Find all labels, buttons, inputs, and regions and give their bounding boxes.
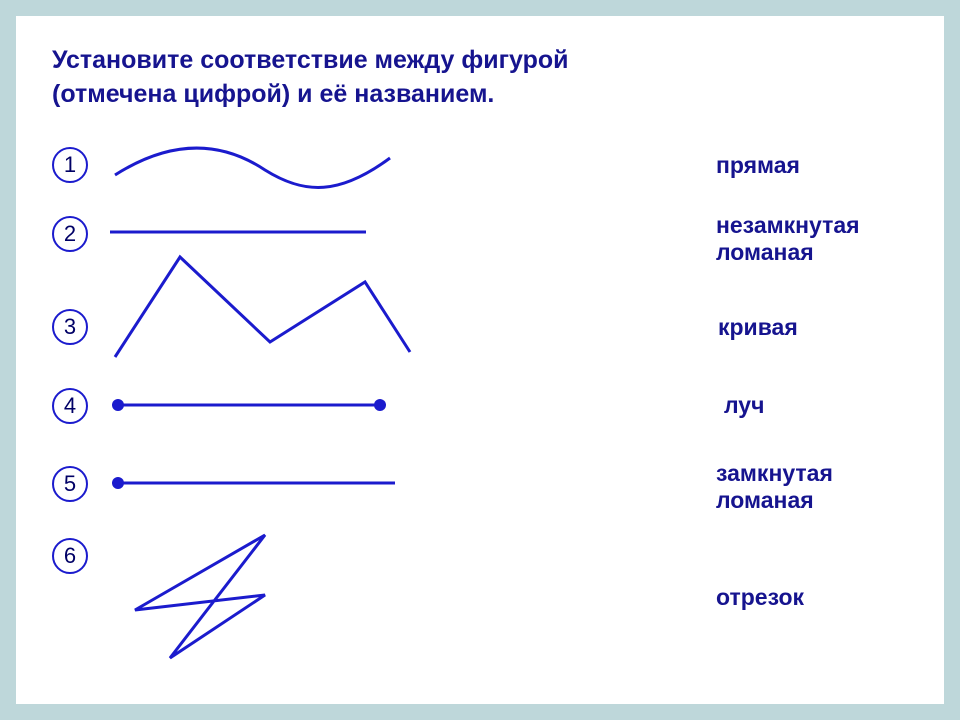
figure-number-circle: 1: [52, 147, 88, 183]
figure-number: 1: [64, 152, 76, 178]
answer-label: прямая: [716, 152, 800, 180]
figure-number: 6: [64, 543, 76, 569]
polyline-closed-icon: [110, 530, 410, 670]
figure-number: 2: [64, 221, 76, 247]
worksheet-content: 1 2 3: [52, 140, 908, 700]
answer-label: отрезок: [716, 584, 804, 612]
figure-row: 4: [52, 388, 908, 424]
answer-label: кривая: [718, 314, 798, 342]
figure-number: 3: [64, 314, 76, 340]
curve-icon: [110, 140, 400, 190]
figure-number-circle: 5: [52, 466, 88, 502]
answer-label: замкнутаяломаная: [716, 460, 833, 515]
polyline-open-icon: [110, 252, 420, 362]
worksheet-title: Установите соответствие между фигурой (о…: [52, 44, 692, 112]
figure-number: 5: [64, 471, 76, 497]
figure-number: 4: [64, 393, 76, 419]
figure-shape-polyline-closed: [110, 530, 410, 670]
figure-shape-curve: [110, 140, 400, 190]
figure-shape-polyline-open: [110, 252, 420, 362]
answer-label: незамкнутаяломаная: [716, 212, 860, 267]
figure-row: 3: [52, 252, 908, 362]
figure-number-circle: 4: [52, 388, 88, 424]
figure-number-circle: 2: [52, 216, 88, 252]
line-icon: [110, 230, 370, 238]
answer-label: луч: [724, 392, 764, 420]
figure-shape-segment: [110, 397, 392, 415]
figure-number-circle: 3: [52, 309, 88, 345]
figure-shape-line: [110, 230, 370, 238]
figure-number-circle: 6: [52, 538, 88, 574]
segment-icon: [110, 397, 392, 415]
figure-shape-ray: [110, 475, 405, 493]
ray-icon: [110, 475, 405, 493]
worksheet-card: Установите соответствие между фигурой (о…: [16, 16, 944, 704]
